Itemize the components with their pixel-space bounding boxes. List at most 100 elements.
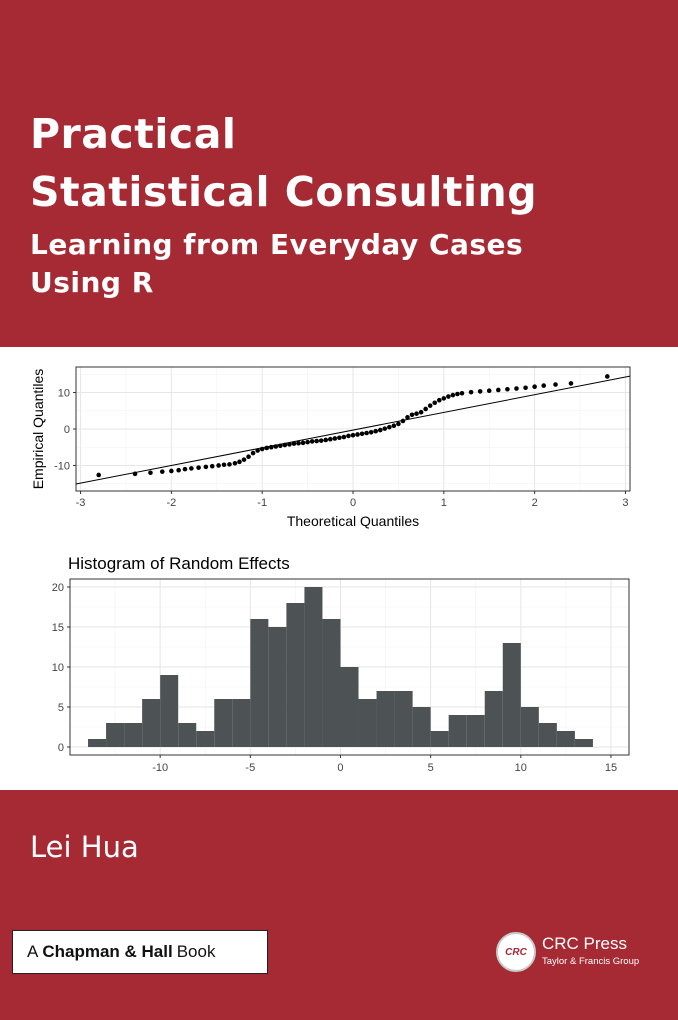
qq-point: [532, 384, 537, 389]
qq-point: [368, 429, 374, 435]
qq-point: [232, 460, 238, 466]
qq-point: [282, 442, 288, 448]
qq-point: [203, 464, 209, 470]
qq-point: [364, 430, 369, 436]
histogram-bar: [376, 691, 395, 747]
histogram-bar: [160, 675, 179, 747]
qq-point: [468, 389, 474, 395]
qq-point: [359, 431, 365, 437]
series-suffix: Book: [176, 942, 216, 961]
qq-point: [553, 382, 558, 387]
series-badge: A Chapman & Hall Book: [12, 930, 268, 974]
histogram-bar: [430, 731, 449, 747]
crc-logo-icon: CRC: [496, 932, 536, 972]
qq-point: [427, 403, 433, 408]
figure-panel: -3 -2 -1 0 1 2 3 -10 0 10 Theoretical Quantiles Emp…: [0, 347, 678, 790]
hist-tick-label-y: 10: [52, 662, 64, 674]
qq-point: [221, 462, 227, 468]
qq-point: [423, 406, 428, 412]
qq-point: [568, 381, 574, 386]
qq-point: [436, 397, 442, 403]
qq-point: [332, 436, 338, 441]
qq-point: [387, 424, 392, 430]
qq-point: [327, 436, 333, 442]
qq-tick-label-y: 0: [64, 424, 70, 436]
histogram-bar: [268, 627, 287, 747]
qq-point: [227, 462, 232, 467]
qq-point: [350, 432, 356, 438]
qq-point: [148, 470, 153, 476]
hist-tick-label-x: -10: [152, 762, 168, 774]
book-title-line2: Statistical Consulting: [30, 168, 538, 216]
histogram-bar: [502, 643, 521, 747]
qq-tick-label-x: -2: [166, 497, 176, 509]
qq-point: [268, 444, 274, 450]
qq-point: [287, 442, 292, 447]
qq-point: [255, 448, 260, 453]
series-name: Chapman & Hall: [42, 942, 173, 961]
qq-point: [355, 432, 360, 437]
qq-tick-label-y: -10: [54, 460, 70, 472]
qq-point: [241, 457, 247, 462]
qq-tick-label-x: 1: [441, 497, 447, 509]
qq-point: [259, 446, 265, 452]
qq-point: [446, 394, 451, 399]
histogram-bar: [106, 723, 125, 747]
hist-tick-label-y: 0: [58, 742, 64, 754]
histogram-bar: [124, 723, 143, 747]
qq-point: [182, 466, 188, 472]
qq-tick-label-x: 0: [350, 497, 356, 509]
qq-point: [273, 444, 279, 449]
histogram-bar: [412, 707, 431, 747]
qq-point: [341, 434, 347, 440]
qq-point: [459, 390, 465, 396]
histogram-bar: [214, 699, 233, 747]
histogram-bar: [574, 739, 593, 747]
qq-point: [337, 435, 342, 441]
qq-point: [159, 469, 165, 474]
qq-point: [264, 445, 270, 451]
qq-point: [250, 450, 256, 456]
cover-bottom-band: [0, 790, 678, 1020]
hist-tick-label-x: 10: [515, 762, 527, 774]
qq-point: [309, 439, 315, 444]
histogram-bar: [394, 691, 413, 747]
qq-point: [514, 386, 519, 391]
qq-point: [176, 467, 181, 473]
histogram-bar: [484, 691, 503, 747]
histogram-bar: [232, 699, 251, 747]
book-title-line1: Practical: [30, 110, 237, 158]
hist-tick-label-x: 15: [605, 762, 617, 774]
hist-tick-label-y: 5: [58, 702, 64, 714]
hist-tick-label-y: 15: [52, 622, 64, 634]
histogram-bar: [250, 619, 269, 747]
qq-point: [455, 391, 460, 397]
qq-point: [373, 428, 379, 434]
qq-point: [300, 440, 306, 446]
qq-point: [450, 392, 456, 398]
histogram-bar: [88, 739, 107, 747]
qq-point: [541, 383, 547, 388]
qq-point: [246, 454, 251, 460]
qq-point: [409, 412, 415, 418]
histogram-bar: [466, 715, 485, 747]
book-subtitle-line1: Learning from Everyday Cases: [30, 228, 524, 261]
histogram-bar: [142, 699, 161, 747]
histogram-bar: [340, 667, 359, 747]
histogram-title: Histogram of Random Effects: [68, 554, 290, 573]
histogram-bar: [196, 731, 215, 747]
qq-point: [496, 387, 501, 393]
qq-point: [189, 466, 194, 471]
cover-top-band: [0, 0, 678, 347]
qq-point: [477, 389, 483, 394]
qq-point: [523, 385, 528, 391]
histogram-bar: [322, 619, 341, 747]
hist-tick-label-x: 0: [337, 762, 343, 774]
qq-point: [346, 433, 351, 439]
qq-point: [196, 465, 201, 470]
histogram-bar: [178, 723, 197, 747]
histogram-bar: [304, 587, 323, 747]
histogram-bar: [538, 723, 557, 747]
qq-point: [414, 411, 419, 416]
histogram-bar: [556, 731, 575, 747]
